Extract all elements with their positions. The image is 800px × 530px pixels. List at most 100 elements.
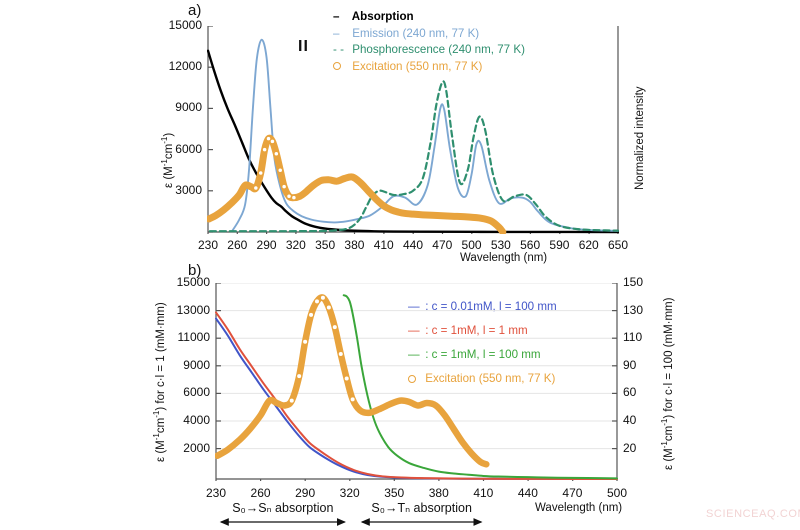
panel-a-xtick: 440	[402, 238, 424, 252]
legend-label: : c = 0.01mM, l = 100 mm	[422, 300, 557, 313]
legend-label: : c = 1mM, l = 100 mm	[422, 348, 541, 361]
panel-b-ytick-left: 9000	[183, 357, 210, 372]
legend-item-absorption: – Absorption	[333, 10, 414, 23]
panel-b-right-ticks	[612, 283, 617, 450]
panel-b-ytick-left: 4000	[183, 413, 210, 427]
legend-item-b-0: — : c = 0.01mM, l = 100 mm	[408, 300, 557, 313]
panel-a-xtick: 500	[461, 238, 482, 252]
series-phosphorescence	[208, 80, 619, 233]
panel-a-xtick: 470	[432, 238, 453, 252]
absorption-range-arrow	[357, 518, 486, 528]
legend-item-b-2: — : c = 1mM, l = 100 mm	[408, 348, 541, 361]
panel-b-ytick-left: 11000	[177, 330, 210, 345]
excitation-marker	[307, 311, 315, 319]
panel-a-xtick: 260	[227, 238, 248, 252]
panel-b-xtick: 380	[428, 486, 449, 500]
panel-b-ytick-right: 90	[623, 357, 637, 372]
legend-circle-icon	[333, 60, 349, 73]
panel-b-ytick-right: 130	[623, 302, 644, 317]
excitation-marker	[331, 323, 339, 331]
panel-b-ylabel-right: ε (M-1cm-1) for c·l = 100 (mM·mm)	[660, 297, 675, 470]
legend-line-icon: —	[408, 324, 420, 337]
legend-label: Excitation (550 nm, 77 K)	[349, 59, 483, 73]
excitation-marker	[288, 397, 295, 404]
excitation-marker	[291, 194, 297, 201]
panel-a-xtick: 530	[490, 238, 511, 252]
excitation-marker	[286, 193, 292, 200]
panel-b-xtick: 470	[562, 486, 583, 500]
panel-divider	[130, 264, 780, 265]
panel-b-xlabel: Wavelength (nm)	[535, 502, 623, 514]
panel-a-ylabel-right: Normalized intensity	[634, 86, 646, 190]
excitation-marker	[257, 170, 264, 176]
panel-a-ytick: 3000	[175, 182, 202, 197]
panel-a-xtick: 410	[373, 238, 394, 252]
panel-a-xtick: 560	[520, 238, 541, 252]
excitation-marker	[343, 375, 350, 382]
legend-line-icon: - -	[333, 43, 344, 56]
legend-item-emission-240-nm-77-k: – Emission (240 nm, 77 K)	[333, 27, 479, 40]
panel-b-xtick: 230	[205, 486, 227, 500]
excitation-marker	[325, 304, 333, 311]
panel-b-gridlines	[216, 283, 617, 450]
legend-circle-icon	[408, 372, 422, 385]
excitation-marker	[337, 350, 344, 358]
panel-b-ytick-left: 2000	[183, 440, 210, 455]
compound-marker: II	[298, 38, 309, 55]
panel-a-xlabel: Wavelength (nm)	[460, 252, 548, 264]
legend-item-phosphorescence-240-nm-77-k: - - Phosphorescence (240 nm, 77 K)	[333, 43, 525, 56]
panel-b-xtick: 440	[517, 486, 538, 500]
panel-a-ytick: 6000	[175, 141, 202, 156]
legend-label: Emission (240 nm, 77 K)	[349, 26, 480, 40]
series-c-1mm-l-100-mm	[342, 294, 618, 480]
series-emission-240-nm-77-k-	[231, 38, 619, 232]
panel-b-plot	[215, 283, 618, 481]
panel-a-plot	[207, 26, 619, 234]
panel-a-xtick: 380	[344, 238, 365, 252]
panel-a-xtick: 230	[197, 238, 219, 252]
legend-item-b-1: — : c = 1mM, l = 1 mm	[408, 324, 528, 337]
panel-a-xtick: 590	[549, 238, 570, 252]
panel-b-xtick: 290	[295, 486, 316, 500]
excitation-marker	[277, 167, 284, 174]
absorption-annotation-label: S₀→Sₙ absorption	[232, 501, 334, 515]
excitation-marker	[269, 138, 276, 145]
panel-b-ytick-left: 13000	[176, 302, 210, 317]
excitation-marker	[313, 298, 321, 305]
excitation-marker	[301, 338, 309, 346]
panel-b-left-ticks	[216, 283, 221, 450]
panel-a-ytick: 15000	[168, 18, 202, 32]
panel-b-ytick-right: 110	[623, 330, 643, 345]
panel-a-xtick: 350	[315, 238, 336, 252]
excitation-marker	[252, 185, 259, 191]
legend-label: Absorption	[349, 10, 414, 23]
panel-b-xtick: 260	[250, 486, 271, 500]
series-absorption	[207, 49, 619, 234]
panel-b-xtick: 320	[339, 486, 360, 500]
panel-b-ytick-left: 15000	[176, 275, 210, 289]
legend-line-icon: —	[408, 300, 420, 313]
panel-b-ylabel-left: ε (M-1cm-1) for c·l = 1 (mM·mm)	[152, 302, 167, 462]
panel-b-ytick-right: 40	[623, 413, 637, 427]
excitation-marker	[319, 294, 327, 301]
legend-label: Excitation (550 nm, 77 K)	[422, 372, 556, 385]
absorption-range-arrow	[216, 518, 350, 528]
panel-a-xtick: 320	[285, 238, 306, 252]
excitation-marker	[265, 135, 272, 142]
panel-a-ytick: 12000	[168, 59, 202, 74]
excitation-marker	[295, 372, 303, 380]
panel-b-ytick-right: 20	[623, 440, 637, 455]
legend-line-icon: –	[333, 10, 340, 23]
panel-b-xtick: 350	[384, 486, 405, 500]
series-excitation-550-nm-77-k-	[207, 134, 507, 234]
legend-item-excitation-550-nm-77-k: Excitation (550 nm, 77 K)	[333, 60, 482, 73]
panel-b-xtick: 410	[473, 486, 494, 500]
absorption-annotation-label: S₀→Tₙ absorption	[371, 501, 472, 515]
legend-line-icon: –	[333, 26, 340, 40]
panel-a-ytick: 9000	[175, 100, 202, 115]
excitation-marker	[349, 396, 356, 403]
panel-b-ytick-right: 60	[623, 385, 637, 400]
panel-a-xtick: 290	[256, 238, 277, 252]
excitation-marker	[273, 150, 280, 157]
